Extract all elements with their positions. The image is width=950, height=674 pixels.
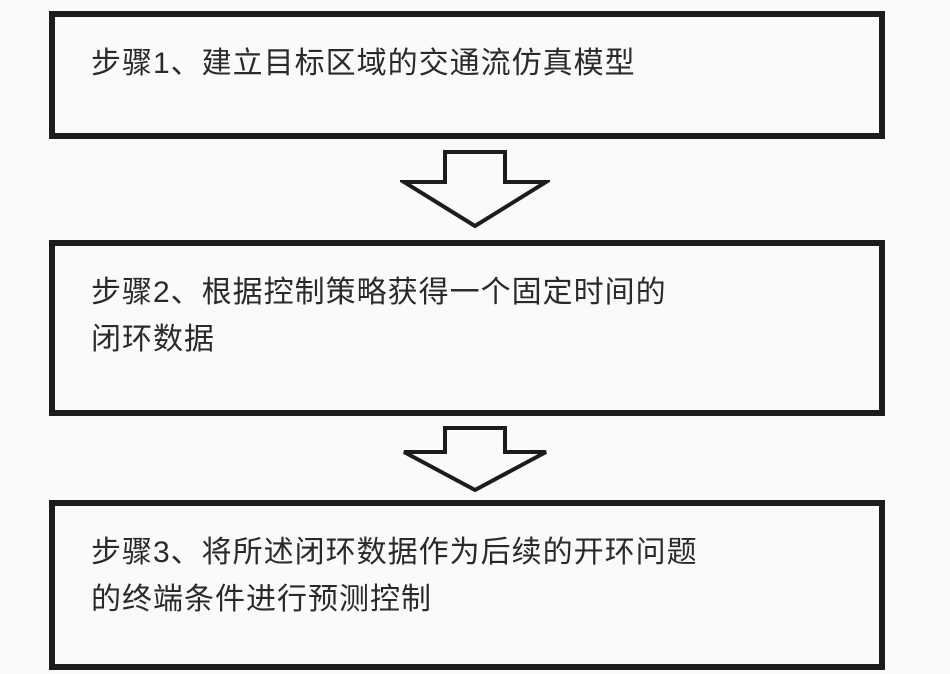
step-text-3: 步骤3、将所述闭环数据作为后续的开环问题 的终端条件进行预测控制 (91, 530, 698, 623)
step-box-2: 步骤2、根据控制策略获得一个固定时间的 闭环数据 (49, 240, 885, 416)
arrow-1 (400, 148, 550, 230)
down-arrow-icon (400, 424, 550, 494)
flowchart-canvas: 步骤1、建立目标区域的交通流仿真模型 步骤2、根据控制策略获得一个固定时间的 闭… (0, 0, 950, 674)
step-box-1: 步骤1、建立目标区域的交通流仿真模型 (49, 11, 885, 139)
step-text-1: 步骤1、建立目标区域的交通流仿真模型 (91, 41, 636, 88)
arrow-2 (400, 424, 550, 494)
down-arrow-icon (400, 148, 550, 230)
step-box-3: 步骤3、将所述闭环数据作为后续的开环问题 的终端条件进行预测控制 (49, 500, 885, 670)
step-text-2: 步骤2、根据控制策略获得一个固定时间的 闭环数据 (91, 270, 667, 363)
